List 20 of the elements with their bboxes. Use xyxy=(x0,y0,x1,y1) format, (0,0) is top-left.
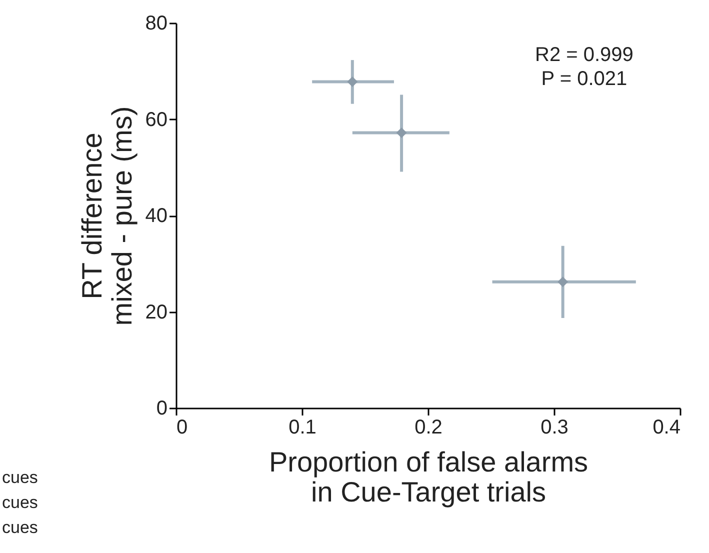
text: cues xyxy=(2,468,38,487)
y-tick-label: 40 xyxy=(145,205,168,227)
annotation: R2 = 0.999 xyxy=(535,44,634,66)
point xyxy=(347,76,358,87)
x-tick-label: 0.2 xyxy=(414,416,442,438)
y-tick-label: 80 xyxy=(145,12,168,34)
text: cues xyxy=(2,518,38,537)
y-tick-label: 20 xyxy=(145,301,168,324)
annotation: P = 0.021 xyxy=(541,68,628,90)
x-tick-label: 0.4 xyxy=(652,416,680,438)
point xyxy=(396,127,407,138)
x-tick-label: 0 xyxy=(176,416,188,438)
y-axis-title: RT difference mixed - pure (ms) xyxy=(76,106,138,326)
x-tick-label: 0.3 xyxy=(540,416,568,438)
y-tick-label: 0 xyxy=(156,398,168,420)
x-axis-title: Proportion of false alarms in Cue-Target trials xyxy=(268,446,588,508)
x-tick-label: 0.1 xyxy=(288,416,316,438)
text: cues xyxy=(2,493,38,512)
y-tick-label: 60 xyxy=(145,108,168,131)
point xyxy=(558,276,568,288)
